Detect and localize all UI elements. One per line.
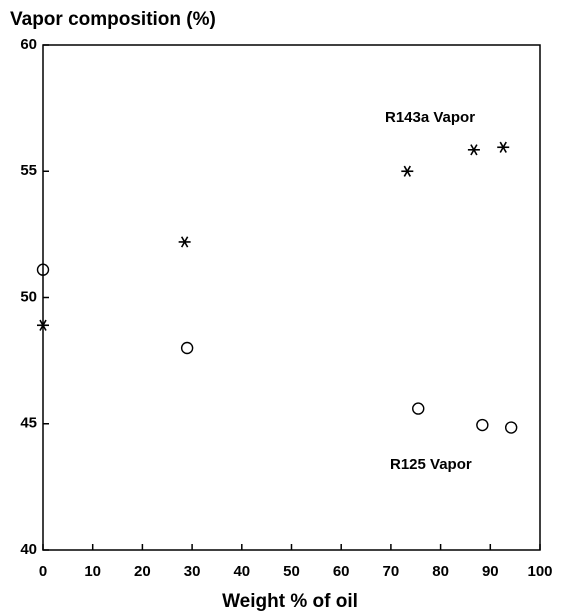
marker-stroke xyxy=(470,144,478,156)
marker-shape xyxy=(412,402,425,415)
x-tick-label: 0 xyxy=(39,563,47,580)
point xyxy=(37,319,49,331)
marker-stroke xyxy=(403,165,411,177)
y-tick-label: 40 xyxy=(20,541,37,558)
marker-shape xyxy=(36,263,50,276)
marker-stroke xyxy=(180,236,189,248)
x-axis-label: Weight % of oil xyxy=(222,591,358,612)
marker-shape xyxy=(476,418,489,432)
point xyxy=(178,236,191,248)
x-tick-label: 60 xyxy=(333,563,350,580)
marker-shape xyxy=(180,341,194,355)
x-tick-label: 10 xyxy=(84,563,101,580)
y-tick-label: 55 xyxy=(20,162,37,179)
x-tick-label: 20 xyxy=(134,563,151,580)
x-tick-label: 100 xyxy=(527,563,552,580)
point xyxy=(497,141,510,153)
series-label: R125 Vapor xyxy=(390,456,472,473)
marker-stroke xyxy=(39,319,47,331)
y-tick-label: 50 xyxy=(20,288,37,305)
x-tick-label: 70 xyxy=(383,563,400,580)
point xyxy=(504,421,518,434)
point xyxy=(412,402,425,415)
point xyxy=(476,418,489,432)
point xyxy=(401,165,414,177)
series-label: R143a Vapor xyxy=(385,109,475,126)
x-tick-label: 30 xyxy=(184,563,201,580)
point xyxy=(467,144,480,156)
y-tick-label: 60 xyxy=(20,36,37,53)
marker-shape xyxy=(504,421,518,434)
x-tick-label: 40 xyxy=(233,563,250,580)
x-tick-label: 50 xyxy=(283,563,300,580)
y-tick-label: 45 xyxy=(20,415,37,432)
y-axis-label: Vapor composition (%) xyxy=(10,9,216,30)
point xyxy=(36,263,50,276)
x-tick-label: 80 xyxy=(432,563,449,580)
marker-stroke xyxy=(499,141,507,153)
point xyxy=(180,341,194,355)
x-tick-label: 90 xyxy=(482,563,499,580)
